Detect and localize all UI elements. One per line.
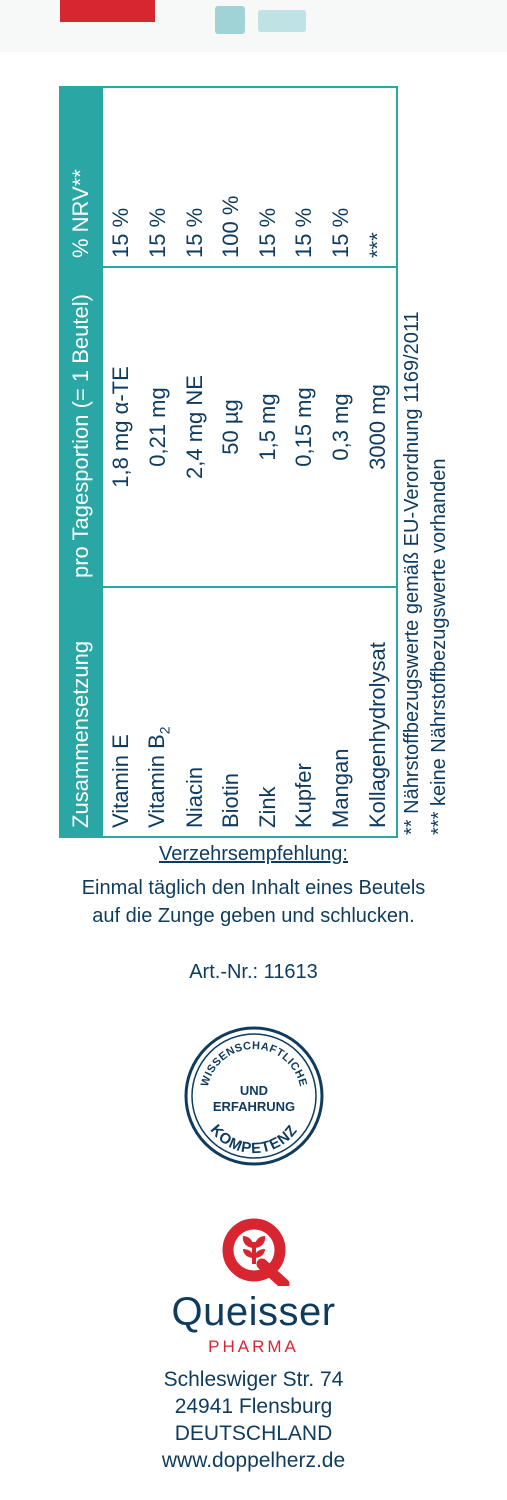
table-row: Biotin 50 µg 100 % [212, 87, 250, 837]
nutrient-amount: 0,21 mg [139, 267, 177, 587]
nutrient-nrv: 15 % [249, 87, 287, 267]
nutrient-name: Kollagenhydrolysat [359, 587, 397, 837]
nutrient-name: Biotin [212, 587, 250, 837]
header-per-portion: pro Tagesportion (= 1 Beutel) [60, 267, 102, 587]
nutrient-name: Mangan [322, 587, 360, 837]
nutrient-name: Zink [249, 587, 287, 837]
nutrient-nrv: 15 % [322, 87, 360, 267]
website-link[interactable]: www.doppelherz.de [161, 1449, 346, 1472]
nutrient-nrv: 15 % [286, 87, 323, 267]
table-header-row: Zusammensetzung pro Tagesportion (= 1 Be… [60, 87, 102, 837]
table-row: Mangan 0,3 mg 15 % [322, 87, 360, 837]
table-row: Kollagenhydrolysat 3000 mg *** [359, 87, 397, 837]
nutrient-amount: 1,8 mg α-TE [102, 267, 140, 587]
seal-center-text: ERFAHRUNG [213, 1099, 295, 1114]
footnote-no-nrv: *** keine Nährstoffbezugswerte vorhanden [428, 458, 450, 835]
svg-text:KOMPETENZ: KOMPETENZ [207, 1121, 301, 1157]
table-row: Zink 1,5 mg 15 % [249, 87, 287, 837]
seal-bottom-text: KOMPETENZ [207, 1121, 300, 1157]
nutrient-name: Kupfer [286, 587, 323, 837]
address-city: 24941 Flensburg [174, 1395, 333, 1418]
nutrient-nrv: 100 % [212, 87, 250, 267]
nutrient-amount: 1,5 mg [249, 267, 287, 587]
nutrient-amount: 0,15 mg [286, 267, 323, 587]
nutrient-name-subscript: 2 [156, 726, 173, 735]
table-row: Niacin 2,4 mg NE 15 % [176, 87, 213, 837]
table-row: Vitamin E 1,8 mg α-TE 15 % [102, 87, 140, 837]
competence-seal-icon: WISSENSCHAFTLICHE UND ERFAHRUNG KOMPETEN… [184, 1026, 324, 1166]
nutrient-nrv: *** [359, 87, 397, 267]
nutrition-table: Zusammensetzung pro Tagesportion (= 1 Be… [59, 87, 398, 838]
recommendation-line: Einmal täglich den Inhalt eines Beutels [81, 877, 426, 899]
address-country: DEUTSCHLAND [174, 1422, 333, 1445]
teal-print-fragment [258, 10, 306, 32]
nutrient-name: Niacin [176, 587, 213, 837]
footnotes: ** Nährstoffbezugswerte gemäß EU-Verordn… [399, 311, 461, 835]
footnote-nrv: ** Nährstoffbezugswerte gemäß EU-Verordn… [401, 311, 423, 835]
recommendation-line: auf die Zunge geben und schlucken. [92, 905, 415, 927]
nutrient-nrv: 15 % [102, 87, 140, 267]
nutrient-amount: 0,3 mg [322, 267, 360, 587]
red-label-strip [60, 0, 155, 22]
nutrient-amount: 3000 mg [359, 267, 397, 587]
package-top-flap [0, 0, 507, 52]
nutrient-name-text: Vitamin B [143, 734, 169, 828]
table-row: Vitamin B2 0,21 mg 15 % [139, 87, 177, 837]
teal-print-fragment [215, 6, 245, 34]
table-row: Kupfer 0,15 mg 15 % [286, 87, 323, 837]
seal-center-text: UND [240, 1083, 268, 1098]
address-street: Schleswiger Str. 74 [163, 1368, 344, 1391]
recommendation-title: Verzehrsempfehlung: [158, 843, 348, 865]
nutrient-nrv: 15 % [139, 87, 177, 267]
nutrient-amount: 50 µg [212, 267, 250, 587]
nutrient-amount: 2,4 mg NE [176, 267, 213, 587]
nutrient-name: Vitamin E [102, 587, 140, 837]
nutrient-nrv: 15 % [176, 87, 213, 267]
header-composition: Zusammensetzung [60, 587, 102, 837]
brand-name: Queisser [171, 1290, 336, 1334]
header-nrv: % NRV** [60, 87, 102, 267]
queisser-logo-icon [222, 1218, 290, 1286]
nutrient-name: Vitamin B2 [139, 587, 177, 837]
article-number: Art.-Nr.: 11613 [189, 961, 318, 983]
brand-subtitle: PHARMA [208, 1337, 299, 1356]
